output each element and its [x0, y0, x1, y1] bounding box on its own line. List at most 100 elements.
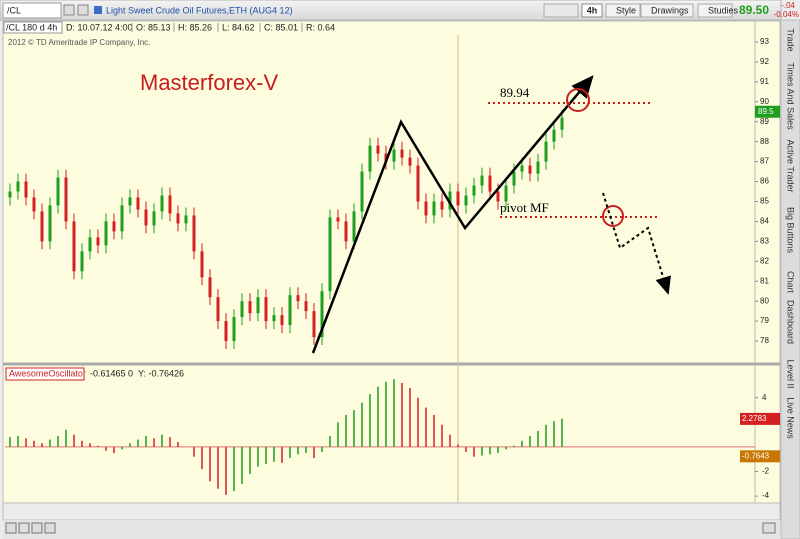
y-tick-label: 82 [760, 256, 769, 265]
change: -.04 [781, 1, 795, 10]
value-tag [740, 412, 780, 425]
candle-body [416, 165, 420, 202]
candle-body [328, 217, 332, 292]
candle-body [472, 185, 476, 196]
value-tag-label: 2.2783 [742, 414, 767, 423]
side-tab[interactable]: Times And Sales [786, 62, 796, 130]
side-tab[interactable]: Big Buttons [786, 207, 796, 254]
y-tick-label: -4 [762, 491, 770, 500]
resize-button[interactable] [762, 522, 776, 534]
candle-body [32, 197, 36, 212]
tool-icons[interactable] [543, 3, 579, 18]
candle-body [544, 141, 548, 162]
zoom-controls [5, 522, 776, 534]
side-tab[interactable]: Chart [786, 271, 796, 294]
zoom-button[interactable] [5, 522, 17, 534]
study-value: 0 [128, 368, 133, 378]
candle-body [168, 195, 172, 214]
info-item: L: 84.62 [222, 22, 255, 32]
candle-body [48, 205, 52, 242]
candle-body [248, 301, 252, 314]
candle-body [264, 297, 268, 322]
candle-body [552, 129, 556, 142]
side-tab[interactable]: Level II [786, 359, 796, 388]
info-item: O: 85.13 [136, 22, 171, 32]
zoom-button[interactable] [44, 522, 56, 534]
candle-body [104, 221, 108, 246]
candle-body [112, 221, 116, 232]
candle-body [184, 215, 188, 224]
candle-body [504, 185, 508, 202]
candle-body [160, 195, 164, 212]
candle-body [240, 301, 244, 318]
candle-body [352, 211, 356, 242]
symbol: /CL [7, 5, 21, 15]
study-name: AwesomeOscillator [9, 368, 86, 378]
zoom-button[interactable] [31, 522, 43, 534]
candle-body [192, 215, 196, 252]
candle-body [384, 153, 388, 162]
side-tab[interactable]: Active Trader [786, 139, 796, 192]
side-tab[interactable]: Trade [786, 28, 796, 51]
button-label: Style [616, 5, 636, 15]
candle-body [440, 201, 444, 210]
forecast-drawing [602, 192, 671, 295]
candle-body [144, 209, 148, 226]
candle-body [80, 251, 84, 272]
x-axis [2, 502, 781, 521]
aggregation-button[interactable] [581, 3, 603, 18]
symbol-input[interactable] [2, 2, 62, 19]
candle-body [232, 317, 236, 342]
candle-body [72, 221, 76, 272]
candle-body [400, 149, 404, 158]
candle-body [432, 201, 436, 216]
last-price: 89.50 [739, 3, 769, 17]
y-tick-label: 85 [760, 197, 769, 206]
candle-body [392, 149, 396, 162]
candle-body [360, 171, 364, 212]
icon[interactable] [63, 4, 75, 16]
candle-body [424, 201, 428, 216]
y-tick-label: 4 [762, 393, 767, 402]
y-tick-label: 87 [760, 157, 769, 166]
candle-body [200, 251, 204, 278]
chart-area [2, 20, 781, 504]
aggregation: 4h [587, 5, 598, 15]
candle-body [312, 311, 316, 338]
candle-body [128, 197, 132, 206]
info-item: C: 85.01 [264, 22, 298, 32]
icon[interactable] [77, 4, 89, 16]
last-price-label: 89.5 [758, 107, 774, 116]
zoom-button[interactable] [18, 522, 30, 534]
toolbar-button[interactable] [697, 3, 733, 18]
toolbar-button[interactable] [640, 3, 694, 18]
candle-body [216, 297, 220, 322]
candle-body [488, 175, 492, 192]
candle-body [40, 211, 44, 242]
trend-drawing [311, 75, 594, 354]
y-tick-label: 88 [760, 137, 769, 146]
candle-body [512, 171, 516, 186]
candle-body [336, 217, 340, 222]
candle-body [8, 191, 12, 198]
side-tabs [780, 19, 800, 539]
y-tick-label: 93 [760, 37, 769, 46]
info-item: D: 10.07.12 4:00 [66, 22, 133, 32]
value-tag [740, 450, 780, 463]
button-label: Studies [708, 5, 739, 15]
study-label-box[interactable] [5, 367, 85, 381]
candle-body [480, 175, 484, 186]
candle-body [64, 177, 68, 222]
copyright: 2012 © TD Ameritrade IP Company, Inc. [8, 38, 150, 47]
candle-body [560, 117, 564, 130]
study-value: Y: -0.76426 [138, 368, 184, 378]
toolbar-button[interactable] [605, 3, 641, 18]
candle-body [520, 165, 524, 172]
candle-body [56, 177, 60, 206]
candle-body [224, 321, 228, 342]
side-tab[interactable]: Dashboard [786, 300, 796, 344]
candle-body [368, 145, 372, 172]
side-tab[interactable]: Live News [786, 397, 796, 439]
icon [94, 6, 102, 14]
annotation-title: Masterforex-V [140, 70, 278, 95]
